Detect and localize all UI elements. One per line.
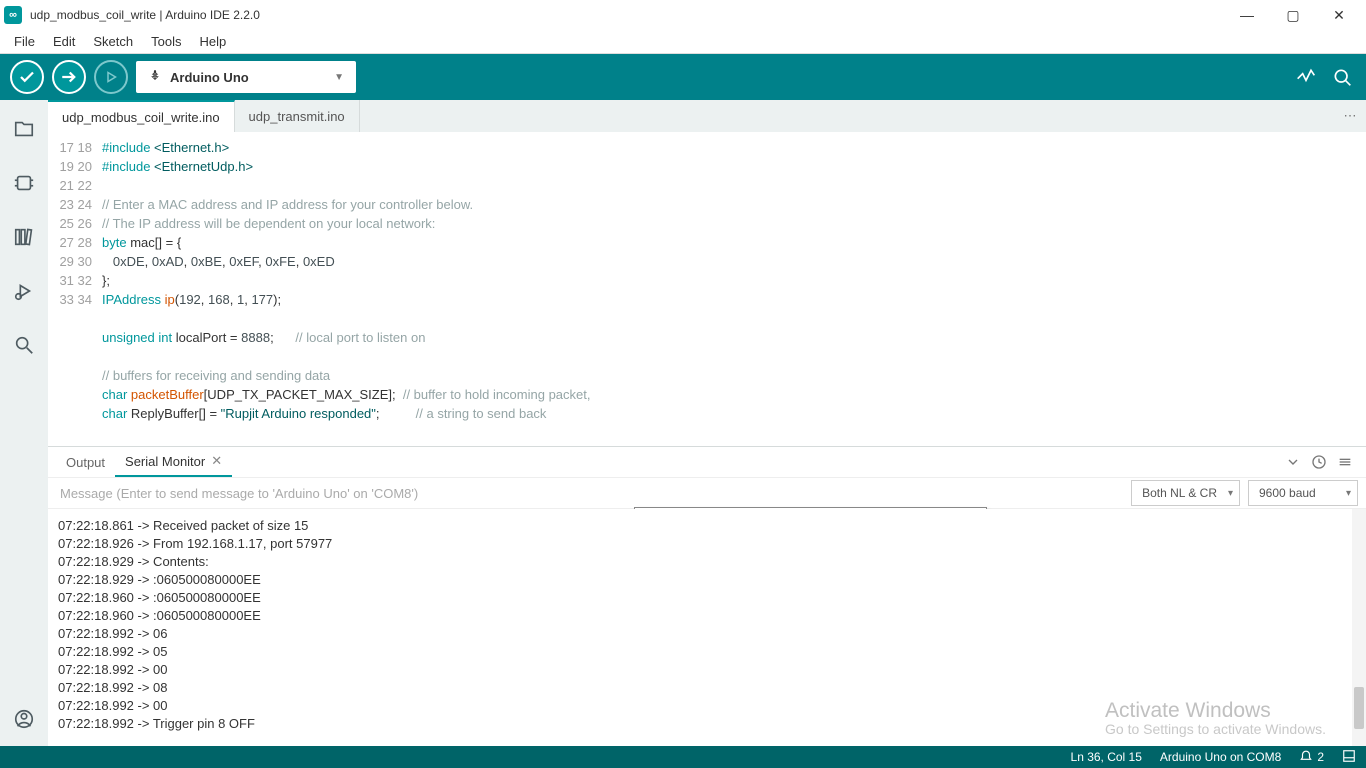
activity-bar [0, 100, 48, 746]
panel-tab-serial-monitor[interactable]: Serial Monitor ✕ [115, 447, 232, 477]
sidebar-debug[interactable] [0, 272, 48, 310]
close-button[interactable]: ✕ [1316, 0, 1362, 30]
status-bar: Ln 36, Col 15 Arduino Uno on COM8 2 [0, 746, 1366, 768]
baud-rate-select[interactable]: 9600 baud [1248, 480, 1358, 506]
minimize-button[interactable]: — [1224, 0, 1270, 30]
close-icon[interactable]: ✕ [211, 453, 222, 469]
board-selector[interactable]: Arduino Uno ▼ [136, 61, 356, 93]
toolbar: Arduino Uno ▼ [0, 54, 1366, 100]
serial-message-input[interactable] [56, 482, 1123, 505]
status-notifications[interactable]: 2 [1299, 750, 1324, 764]
menu-edit[interactable]: Edit [45, 32, 83, 51]
sidebar-library-manager[interactable] [0, 218, 48, 256]
code-area[interactable]: #include <Ethernet.h> #include <Ethernet… [102, 132, 1366, 446]
panel-timestamp-icon[interactable] [1306, 454, 1332, 470]
editor-tabs: udp_modbus_coil_write.ino udp_transmit.i… [48, 100, 1366, 132]
verify-button[interactable] [10, 60, 44, 94]
tab-main-sketch[interactable]: udp_modbus_coil_write.ino [48, 100, 235, 132]
panel-tab-output[interactable]: Output [56, 447, 115, 477]
sidebar-boards-manager[interactable] [0, 164, 48, 202]
upload-button[interactable] [52, 60, 86, 94]
maximize-button[interactable]: ▢ [1270, 0, 1316, 30]
chevron-down-icon: ▼ [334, 72, 344, 83]
panel-clear-icon[interactable] [1332, 454, 1358, 470]
serial-monitor-icon[interactable] [1328, 67, 1356, 87]
status-board-port[interactable]: Arduino Uno on COM8 [1160, 750, 1281, 764]
window-title: udp_modbus_coil_write | Arduino IDE 2.2.… [30, 8, 1224, 22]
panel-tab-serial-label: Serial Monitor [125, 454, 205, 469]
usb-icon [148, 69, 162, 86]
sidebar-search[interactable] [0, 326, 48, 364]
menu-file[interactable]: File [6, 32, 43, 51]
line-ending-select[interactable]: Both NL & CR [1131, 480, 1240, 506]
window-titlebar: ∞ udp_modbus_coil_write | Arduino IDE 2.… [0, 0, 1366, 30]
tab-overflow-icon[interactable]: ⋯ [1334, 100, 1366, 132]
serial-monitor-output: 07:22:18.861 -> Received packet of size … [48, 509, 1366, 746]
code-editor[interactable]: 17 18 19 20 21 22 23 24 25 26 27 28 29 3… [48, 132, 1366, 446]
menu-tools[interactable]: Tools [143, 32, 189, 51]
menubar: File Edit Sketch Tools Help [0, 30, 1366, 54]
sidebar-explorer[interactable] [0, 110, 48, 148]
serial-plotter-icon[interactable] [1292, 67, 1320, 87]
bottom-panel: Output Serial Monitor ✕ Both NL & C [48, 446, 1366, 746]
app-logo-icon: ∞ [4, 6, 22, 24]
scrollbar-vertical[interactable] [1352, 509, 1366, 746]
panel-toggle-autoscroll-icon[interactable] [1280, 454, 1306, 470]
tab-udp-transmit[interactable]: udp_transmit.ino [235, 100, 360, 132]
status-close-panel-icon[interactable] [1342, 749, 1356, 766]
line-gutter: 17 18 19 20 21 22 23 24 25 26 27 28 29 3… [48, 132, 102, 446]
menu-help[interactable]: Help [191, 32, 234, 51]
debug-button[interactable] [94, 60, 128, 94]
sidebar-account[interactable] [0, 700, 48, 738]
menu-sketch[interactable]: Sketch [85, 32, 141, 51]
status-cursor-position[interactable]: Ln 36, Col 15 [1071, 750, 1142, 764]
board-name: Arduino Uno [170, 70, 326, 85]
